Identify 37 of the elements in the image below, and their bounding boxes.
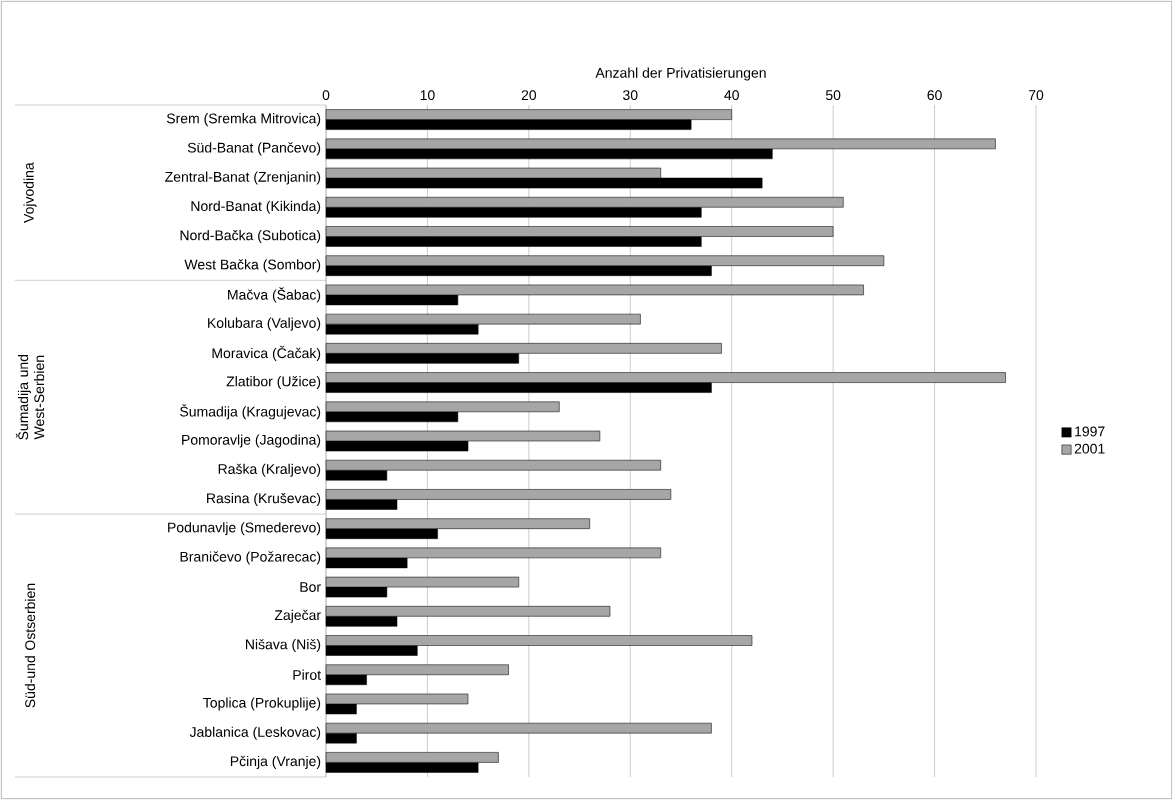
x-tick-label: 10 xyxy=(420,90,435,101)
x-tick-label: 70 xyxy=(1028,90,1044,101)
x-tick-label: 50 xyxy=(825,90,841,101)
y-tick-label: Toplica (Prokuplije) xyxy=(203,697,321,711)
y-tick-label: Nord-Bačka (Subotica) xyxy=(180,229,321,244)
y-tick-label: Braničevo (Požarecac) xyxy=(180,551,321,565)
x-tick-label: 40 xyxy=(724,90,739,101)
x-tick-label: 60 xyxy=(927,90,942,101)
y-tick-label: Jablanica (Leskovac) xyxy=(189,726,321,740)
y-tick-label: Srem (Sremka Mitrovica) xyxy=(166,113,321,127)
x-axis-title: Anzahl der Privatisierungen xyxy=(595,67,766,81)
text: Šumadija und West-Serbien xyxy=(15,354,45,440)
y-tick-label: Zaječar xyxy=(274,609,321,623)
legend-label: 1997 xyxy=(1075,426,1105,437)
y-tick-label: Raška (Kraljevo) xyxy=(218,463,321,477)
text: Süd-und Ostserbien xyxy=(24,583,36,708)
y-tick-label: Nord-Banat (Kikinda) xyxy=(191,200,321,214)
x-tick-label: 20 xyxy=(521,90,537,101)
y-tick-label: Pirot xyxy=(293,669,321,680)
legend-label: 2001 xyxy=(1074,443,1105,454)
y-tick-label: Süd-Banat (Pančevo) xyxy=(187,142,321,156)
y-tick-label: Mačva (Šabac) xyxy=(228,287,321,303)
text: Vojvodina xyxy=(23,162,37,223)
y-tick-label: Pčinja (Vranje) xyxy=(230,755,321,769)
x-tick-label: 0 xyxy=(322,90,330,101)
y-tick-label: Zlatibor (Užice) xyxy=(226,376,321,390)
y-tick-label: Bor xyxy=(300,582,321,592)
x-tick-label: 30 xyxy=(623,90,638,101)
y-tick-label: Moravica (Čačak) xyxy=(212,345,321,361)
y-tick-label: Rasina (Kruševac) xyxy=(207,492,321,506)
y-tick-label: West Bačka (Sombor) xyxy=(184,259,321,273)
y-tick-label: Nišava (Niš) xyxy=(245,638,321,653)
y-tick-label: Šumadija (Kragujevac) xyxy=(180,404,321,420)
y-tick-label: Podunavlje (Smederevo) xyxy=(168,522,321,536)
y-tick-label: Pomoravlje (Jagodina) xyxy=(182,434,321,448)
y-tick-label: Zentral-Banat (Zrenjanin) xyxy=(165,171,321,185)
y-tick-label: Kolubara (Valjevo) xyxy=(208,317,321,331)
